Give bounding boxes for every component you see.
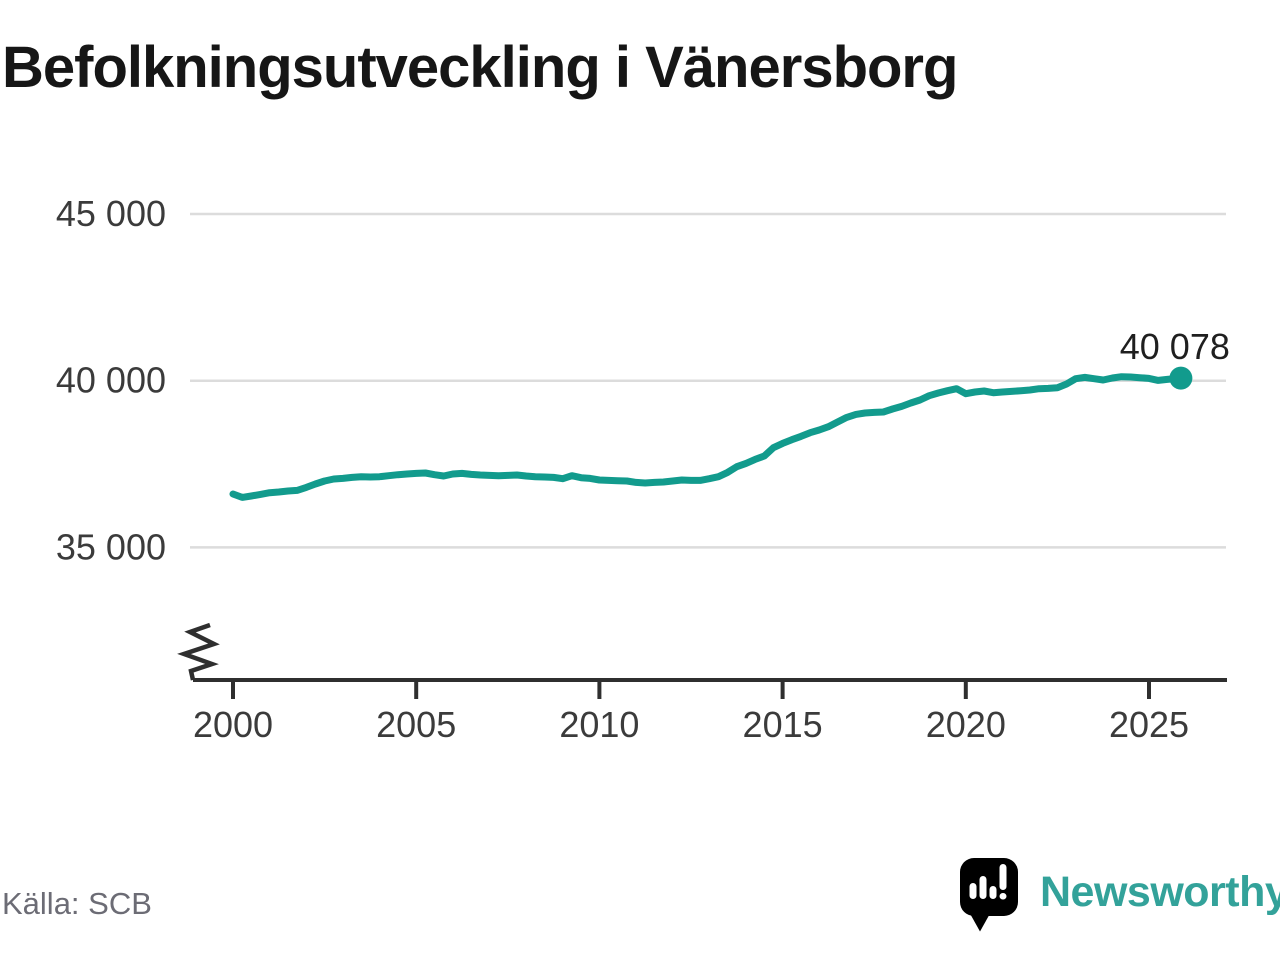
axis-break-icon xyxy=(177,622,220,681)
x-axis-tick-label: 2010 xyxy=(559,704,639,745)
x-axis-tick-label: 2015 xyxy=(743,704,823,745)
population-line xyxy=(229,373,1185,501)
end-value-label: 40 078 xyxy=(1120,326,1230,367)
y-axis-tick-label: 40 000 xyxy=(56,360,166,401)
brand-name: Newsworthy xyxy=(1040,867,1280,916)
end-point-dot xyxy=(1169,366,1193,390)
x-axis-tick-label: 2025 xyxy=(1109,704,1189,745)
end-point-group: 40 078 xyxy=(1120,326,1230,390)
y-axis-tick-label: 45 000 xyxy=(56,193,166,234)
x-axis-tick-label: 2020 xyxy=(926,704,1006,745)
newsworthy-logo: Newsworthy xyxy=(958,856,1280,934)
y-axis-labels: 35 000 40 000 45 000 xyxy=(56,193,166,567)
x-axis-tick-label: 2005 xyxy=(376,704,456,745)
x-axis: 2000 2005 2010 2015 2020 2025 xyxy=(177,622,1227,745)
y-axis-tick-label: 35 000 xyxy=(56,526,166,567)
newsworthy-speech-bubble-icon xyxy=(960,858,1018,932)
line-series xyxy=(229,373,1185,501)
page-title: Befolkningsutveckling i Vänersborg xyxy=(2,35,958,100)
x-axis-tick-label: 2000 xyxy=(193,704,273,745)
source-label: Källa: SCB xyxy=(2,886,152,921)
gridlines xyxy=(190,212,1226,549)
